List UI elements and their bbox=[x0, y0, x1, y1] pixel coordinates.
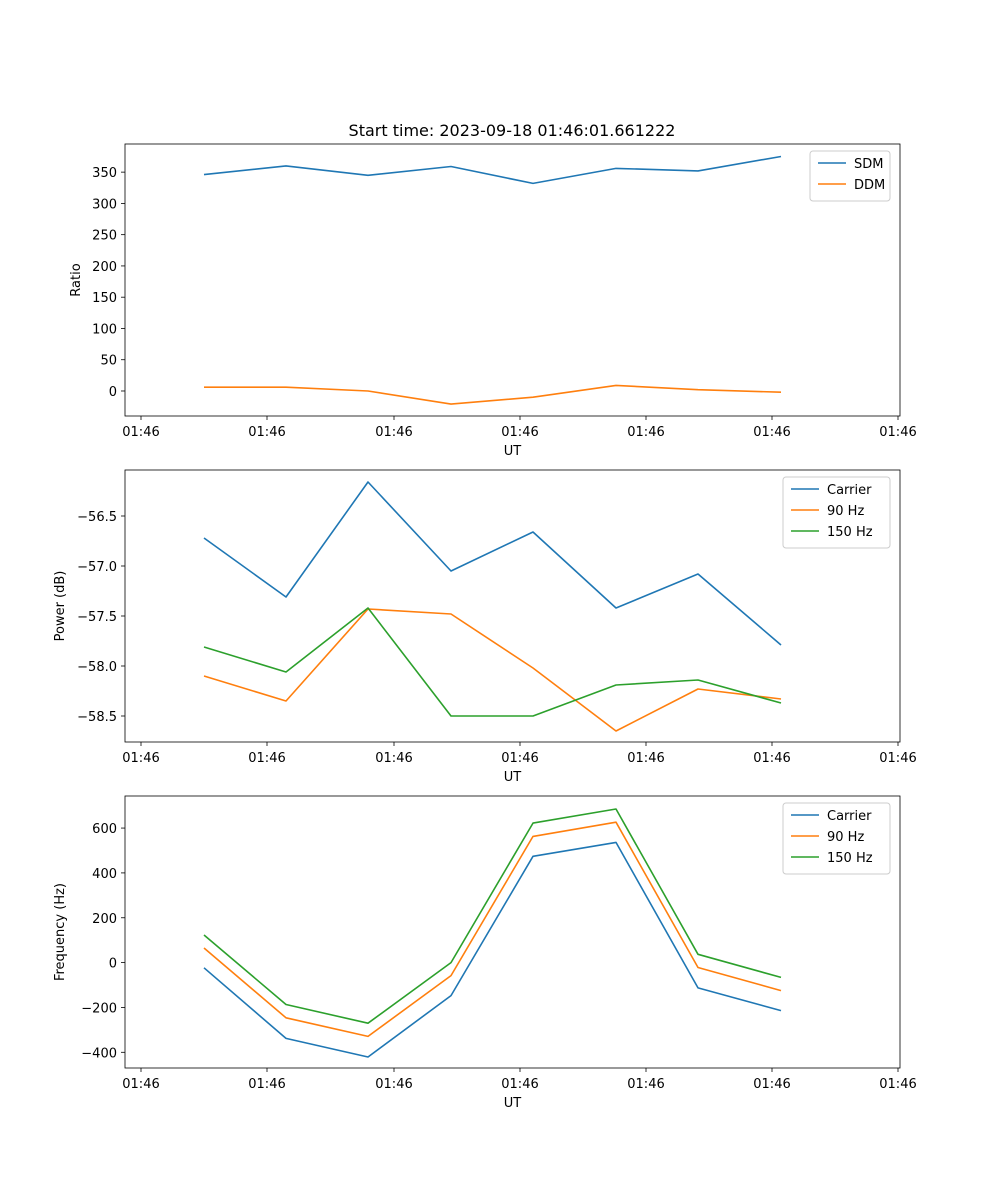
x-axis-label: UT bbox=[504, 1096, 522, 1111]
x-axis-label: UT bbox=[504, 444, 522, 459]
chart-panel-3: 01:46 01:46 01:46 01:46 01:46 01:46 01:46 −400 −… bbox=[53, 795, 917, 1111]
x-tick-label: 01:46 bbox=[375, 751, 412, 766]
legend-label: Carrier bbox=[827, 483, 872, 498]
series-line-90-hz bbox=[203, 821, 782, 1038]
y-tick-label: 300 bbox=[92, 197, 117, 212]
chart-panel-1: 01:46 01:46 01:46 01:46 01:46 01:46 01:46 0 50 10… bbox=[69, 143, 917, 459]
legend-label: SDM bbox=[854, 157, 883, 172]
y-tick-label: −57.0 bbox=[77, 560, 117, 575]
figure-title: Start time: 2023-09-18 01:46:01.661222 bbox=[349, 121, 676, 140]
x-tick-label: 01:46 bbox=[879, 425, 916, 440]
series-line-carrier bbox=[203, 841, 782, 1058]
y-tick-label: 250 bbox=[92, 229, 117, 244]
series-line-sdm bbox=[203, 155, 782, 185]
plot-frame bbox=[124, 795, 901, 1069]
y-tick-label: 0 bbox=[109, 957, 117, 972]
x-tick-label: 01:46 bbox=[122, 751, 159, 766]
legend-label: 90 Hz bbox=[827, 504, 864, 519]
x-tick-label: 01:46 bbox=[375, 1077, 412, 1092]
series-line-ddm bbox=[204, 384, 782, 405]
legend-label: Carrier bbox=[827, 809, 872, 824]
y-tick-label: 600 bbox=[92, 822, 117, 837]
y-axis-label: Ratio bbox=[69, 263, 84, 296]
x-tick-label: 01:46 bbox=[879, 751, 916, 766]
y-tick-label: −56.5 bbox=[77, 510, 117, 525]
x-tick-label: 01:46 bbox=[753, 1077, 790, 1092]
series-line-150-hz bbox=[203, 607, 782, 717]
y-tick-label: 200 bbox=[92, 912, 117, 927]
legend-label: DDM bbox=[854, 178, 885, 193]
y-tick-label: 400 bbox=[92, 867, 117, 882]
legend: SDM DDM bbox=[809, 150, 891, 202]
y-tick-label: −57.5 bbox=[77, 610, 117, 625]
legend: Carrier 90 Hz 150 Hz bbox=[782, 476, 891, 549]
x-axis-label: UT bbox=[504, 770, 522, 785]
x-tick-label: 01:46 bbox=[501, 1077, 538, 1092]
x-tick-label: 01:46 bbox=[375, 425, 412, 440]
legend-label: 150 Hz bbox=[827, 525, 873, 540]
x-tick-label: 01:46 bbox=[501, 751, 538, 766]
y-tick-label: −400 bbox=[81, 1046, 117, 1061]
y-tick-label: −58.0 bbox=[77, 660, 117, 675]
series-line-carrier bbox=[203, 481, 782, 646]
x-tick-label: 01:46 bbox=[248, 1077, 285, 1092]
series-line-90-hz bbox=[203, 608, 782, 732]
y-tick-label: 200 bbox=[92, 260, 117, 275]
x-tick-label: 01:46 bbox=[627, 1077, 664, 1092]
chart-panel-2: 01:46 01:46 01:46 01:46 01:46 01:46 01:46 −58.5… bbox=[53, 469, 917, 785]
y-axis-label: Power (dB) bbox=[53, 571, 68, 642]
x-tick-label: 01:46 bbox=[501, 425, 538, 440]
plot-frame bbox=[124, 469, 901, 743]
y-tick-label: −200 bbox=[81, 1001, 117, 1016]
y-axis-label: Frequency (Hz) bbox=[53, 883, 68, 981]
x-tick-label: 01:46 bbox=[122, 425, 159, 440]
y-tick-label: 150 bbox=[92, 291, 117, 306]
x-tick-label: 01:46 bbox=[122, 1077, 159, 1092]
x-tick-label: 01:46 bbox=[627, 425, 664, 440]
x-tick-label: 01:46 bbox=[627, 751, 664, 766]
y-tick-label: 100 bbox=[92, 322, 117, 337]
legend: Carrier 90 Hz 150 Hz bbox=[782, 802, 891, 875]
y-tick-label: −58.5 bbox=[77, 710, 117, 725]
legend-label: 90 Hz bbox=[827, 830, 864, 845]
x-tick-label: 01:46 bbox=[753, 425, 790, 440]
y-tick-label: 0 bbox=[109, 385, 117, 400]
x-tick-label: 01:46 bbox=[248, 425, 285, 440]
x-tick-label: 01:46 bbox=[879, 1077, 916, 1092]
plot-frame bbox=[124, 143, 901, 417]
series-line-150-hz bbox=[203, 808, 782, 1025]
x-tick-label: 01:46 bbox=[248, 751, 285, 766]
legend-label: 150 Hz bbox=[827, 851, 873, 866]
x-tick-label: 01:46 bbox=[753, 751, 790, 766]
y-tick-label: 50 bbox=[100, 354, 117, 369]
y-tick-label: 350 bbox=[92, 166, 117, 181]
